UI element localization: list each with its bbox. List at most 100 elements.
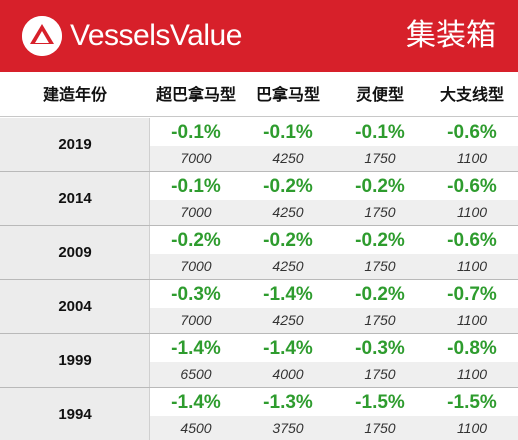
- table-header: 建造年份 超巴拿马型 巴拿马型 灵便型 大支线型: [0, 72, 518, 117]
- build-year: 2004: [58, 298, 92, 315]
- percent-change: -0.2%: [355, 284, 405, 305]
- build-year: 1994: [58, 406, 92, 423]
- percent-change: -0.1%: [171, 176, 221, 197]
- percent-change: -0.3%: [171, 284, 221, 305]
- price-background: [334, 200, 426, 225]
- vessel-value: 7000: [180, 312, 212, 328]
- price-background: [426, 254, 518, 279]
- value-cell: -0.2% 1750: [334, 226, 426, 279]
- percent-change: -0.6%: [447, 122, 497, 143]
- price-background: [150, 254, 242, 279]
- vessel-value: 1100: [456, 258, 488, 274]
- build-year-cell: 2004: [0, 280, 150, 333]
- build-year-cell: 1999: [0, 334, 150, 387]
- build-year: 2009: [58, 244, 92, 261]
- price-background: [242, 308, 334, 333]
- percent-change: -1.4%: [263, 338, 313, 359]
- percent-change: -0.2%: [263, 176, 313, 197]
- price-background: [242, 146, 334, 171]
- build-year: 2014: [58, 190, 92, 207]
- build-year-cell: 2014: [0, 172, 150, 225]
- build-year: 1999: [58, 352, 92, 369]
- value-cell: -1.4% 4000: [242, 334, 334, 387]
- value-cell: -0.6% 1100: [426, 226, 518, 279]
- value-cell: -0.2% 1750: [334, 172, 426, 225]
- vessel-value: 1100: [456, 420, 488, 436]
- price-background: [334, 308, 426, 333]
- price-background: [334, 416, 426, 440]
- percent-change: -1.5%: [355, 392, 405, 413]
- vessel-value: 1100: [456, 312, 488, 328]
- value-cell: -1.5% 1100: [426, 388, 518, 440]
- vessel-value: 1750: [364, 150, 396, 166]
- percent-change: -1.5%: [447, 392, 497, 413]
- price-background: [334, 362, 426, 387]
- vessel-value: 1750: [364, 420, 396, 436]
- percent-change: -0.6%: [447, 176, 497, 197]
- build-year-cell: 1994: [0, 388, 150, 440]
- value-cell: -1.4% 4250: [242, 280, 334, 333]
- value-cell: -0.1% 7000: [150, 118, 242, 171]
- price-background: [242, 362, 334, 387]
- table-row: 2004 -0.3% 7000 -1.4% 4250 -0.2% 1750 -0.7% 1100: [0, 280, 518, 334]
- price-background: [426, 308, 518, 333]
- value-cell: -0.2% 7000: [150, 226, 242, 279]
- column-header-feedermax: 大支线型: [439, 85, 504, 104]
- percent-change: -1.3%: [263, 392, 313, 413]
- price-background: [242, 200, 334, 225]
- percent-change: -0.2%: [355, 176, 405, 197]
- vessel-value: 6500: [180, 366, 212, 382]
- table-row: 1994 -1.4% 4500 -1.3% 3750 -1.5% 1750 -1.5% 1100: [0, 388, 518, 440]
- price-background: [150, 362, 242, 387]
- price-background: [242, 416, 334, 440]
- price-background: [242, 254, 334, 279]
- percent-change: -0.6%: [447, 230, 497, 251]
- percent-change: -0.2%: [263, 230, 313, 251]
- value-cell: -1.4% 4500: [150, 388, 242, 440]
- price-background: [426, 416, 518, 440]
- build-year: 2019: [58, 136, 92, 153]
- percent-change: -0.2%: [171, 230, 221, 251]
- brand-name: VesselsValue: [70, 19, 242, 52]
- price-background: [426, 200, 518, 225]
- vessel-value: 1100: [456, 204, 488, 220]
- header-banner: VesselsValue 集装箱: [0, 0, 518, 72]
- value-cell: -0.7% 1100: [426, 280, 518, 333]
- percent-change: -0.1%: [263, 122, 313, 143]
- value-cell: -0.6% 1100: [426, 172, 518, 225]
- percent-change: -0.3%: [355, 338, 405, 359]
- value-cell: -0.2% 4250: [242, 172, 334, 225]
- vessel-value: 1750: [364, 366, 396, 382]
- vessel-value: 1750: [364, 258, 396, 274]
- table-row: 1999 -1.4% 6500 -1.4% 4000 -0.3% 1750 -0.8% 1100: [0, 334, 518, 388]
- vessel-value: 4250: [272, 312, 304, 328]
- percent-change: -0.1%: [171, 122, 221, 143]
- price-background: [150, 416, 242, 440]
- percent-change: -0.7%: [447, 284, 497, 305]
- price-background: [150, 146, 242, 171]
- vessel-value: 3750: [272, 420, 304, 436]
- build-year-cell: 2009: [0, 226, 150, 279]
- percent-change: -1.4%: [171, 392, 221, 413]
- column-header-handy: 灵便型: [355, 85, 404, 104]
- value-cell: -0.2% 1750: [334, 280, 426, 333]
- price-background: [334, 254, 426, 279]
- build-year-cell: 2019: [0, 118, 150, 171]
- vessel-value: 4250: [272, 258, 304, 274]
- price-background: [334, 146, 426, 171]
- table-row: 2014 -0.1% 7000 -0.2% 4250 -0.2% 1750 -0.6% 1100: [0, 172, 518, 226]
- vessel-value: 7000: [180, 258, 212, 274]
- value-cell: -0.1% 4250: [242, 118, 334, 171]
- percent-change: -1.4%: [171, 338, 221, 359]
- vessel-value: 7000: [180, 204, 212, 220]
- value-cell: -0.1% 1750: [334, 118, 426, 171]
- value-cell: -1.5% 1750: [334, 388, 426, 440]
- percent-change: -0.1%: [355, 122, 405, 143]
- vesselsvalue-logo-icon: [22, 16, 62, 56]
- value-cell: -1.3% 3750: [242, 388, 334, 440]
- value-cell: -1.4% 6500: [150, 334, 242, 387]
- vessel-value: 4250: [272, 204, 304, 220]
- value-cell: -0.1% 7000: [150, 172, 242, 225]
- vessel-value: 4250: [272, 150, 304, 166]
- vessel-value: 4000: [272, 366, 304, 382]
